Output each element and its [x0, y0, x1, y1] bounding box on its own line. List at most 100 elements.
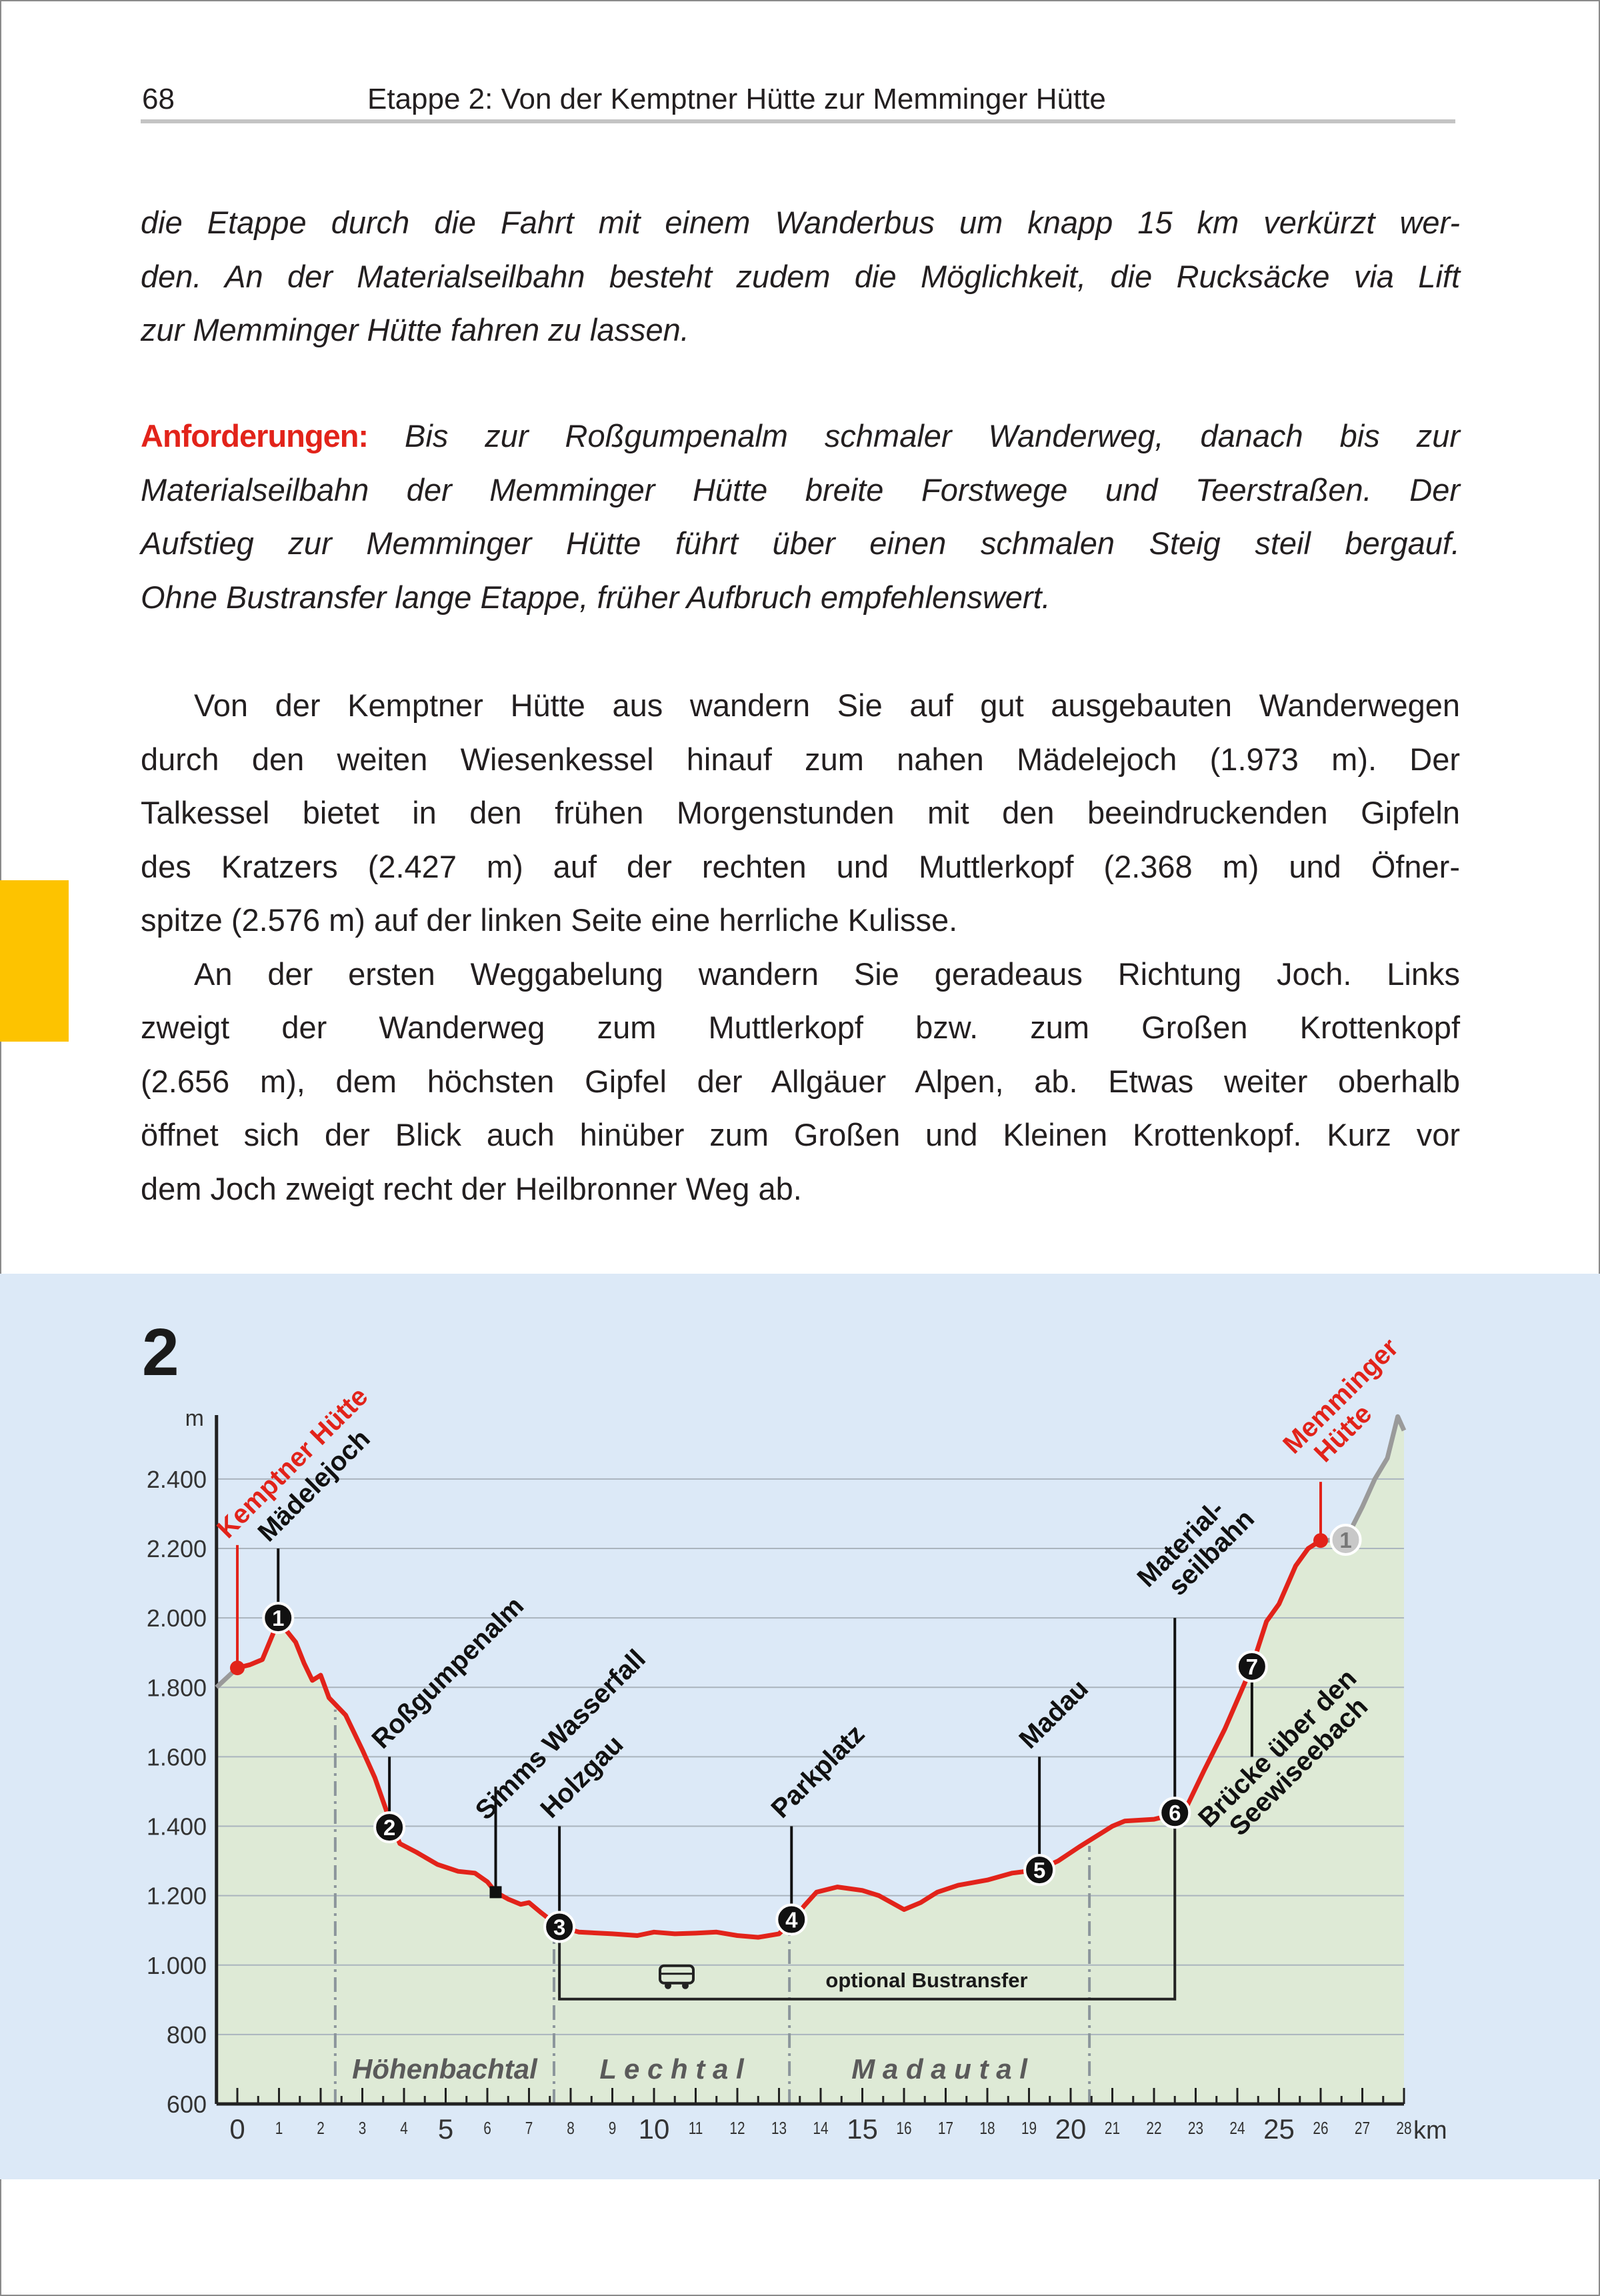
- waypoint-marker: [373, 1811, 406, 1844]
- x-tick-label: 21: [1105, 2119, 1120, 2138]
- y-tick-label: 2.000: [147, 1604, 207, 1632]
- y-tick-label: 600: [167, 2091, 207, 2118]
- profile-line-route: [237, 1538, 1322, 1940]
- waypoint-label-line: Roßgumpenalm: [366, 1591, 529, 1755]
- x-axis-unit: km: [1413, 2117, 1447, 2145]
- waypoint-dot: [1313, 1533, 1328, 1548]
- intro-paragraph: die Etappe durch die Fahrt mit einem Wan…: [141, 196, 1460, 357]
- y-tick-label: 2.200: [147, 1535, 207, 1562]
- valley-label: M a d a u t a l: [851, 2053, 1028, 2085]
- text-line: zweigt der Wanderweg zum Muttlerkopf bzw…: [141, 1001, 1460, 1055]
- x-tick-label: 11: [689, 2119, 703, 2138]
- y-tick-label: 1.400: [147, 1813, 207, 1841]
- waypoint-marker: [543, 1911, 576, 1943]
- x-tick-label: 15: [847, 2113, 878, 2145]
- x-tick-label: 1: [275, 2119, 283, 2138]
- x-tick-label: 8: [567, 2119, 575, 2138]
- text-line: Anforderungen: Bis zur Roßgumpenalm schm…: [141, 409, 1460, 463]
- y-tick-label: 1.200: [147, 1883, 207, 1910]
- header-rule: [141, 119, 1455, 123]
- x-tick-label: 7: [525, 2119, 533, 2138]
- waypoint-label: Madau: [1013, 1674, 1094, 1755]
- waypoint-number: 4: [785, 1908, 798, 1933]
- x-tick-label: 20: [1055, 2113, 1087, 2145]
- y-tick-label: 800: [167, 2021, 207, 2049]
- waypoint-marker: [775, 1903, 808, 1936]
- chapter-tab-marker: [0, 880, 69, 1042]
- running-title: Etappe 2: Von der Kemptner Hütte zur Mem…: [367, 83, 1106, 115]
- x-tick-label: 26: [1313, 2119, 1328, 2138]
- valley-label: Höhenbachtal: [352, 2053, 538, 2085]
- elevation-profile-chart: 600 800 1.000 1.200 1.400 1.600 1.800 2.000 2.20…: [142, 1315, 1447, 2145]
- text-line-content: Von der Kemptner Hütte aus wandern Sie a…: [194, 688, 1460, 723]
- text-line: spitze (2.576 m) auf der linken Seite ei…: [141, 894, 1460, 948]
- y-tick-label: 1.600: [147, 1743, 207, 1771]
- waypoint-marker: [1235, 1650, 1268, 1683]
- x-tick-label: 16: [896, 2119, 911, 2138]
- bus-transfer-line: [558, 1813, 1177, 2001]
- x-tick-label: 17: [938, 2119, 953, 2138]
- text-line-content: den. An der Materialseilbahn besteht zud…: [141, 258, 1460, 294]
- text-line: Talkessel bietet in den frühen Morgenstu…: [141, 786, 1460, 840]
- x-tick-label: 10: [639, 2113, 670, 2145]
- y-tick-label: 2.400: [147, 1466, 207, 1493]
- waypoint-label: Parkplatz: [766, 1719, 871, 1824]
- text-line: (2.656 m), dem höchsten Gipfel der Allgä…: [141, 1055, 1460, 1109]
- x-tick-label: 3: [359, 2119, 367, 2138]
- text-line: öffnet sich der Blick auch hinüber zum G…: [141, 1108, 1460, 1162]
- x-tick-label: 19: [1021, 2119, 1037, 2138]
- x-tick-label: 14: [813, 2119, 828, 2138]
- waypoint-marker: [1023, 1854, 1056, 1887]
- text-line: den. An der Materialseilbahn besteht zud…: [141, 250, 1460, 304]
- x-tick-label: 27: [1355, 2119, 1370, 2138]
- text-line-content: dem Joch zweigt recht der Heilbronner We…: [141, 1170, 802, 1206]
- text-line: zur Memminger Hütte fahren zu lassen.: [141, 303, 1460, 357]
- x-tick-label: 24: [1229, 2119, 1245, 2138]
- text-line-content: An der ersten Weggabelung wandern Sie ge…: [194, 956, 1460, 992]
- text-line-content: Bis zur Roßgumpenalm schmaler Wanderweg,…: [405, 418, 1460, 453]
- text-line-content: zweigt der Wanderweg zum Muttlerkopf bzw…: [141, 1010, 1460, 1045]
- waypoint-label-line: Parkplatz: [766, 1719, 871, 1824]
- x-tick-label: 0: [229, 2113, 245, 2145]
- x-tick-label: 6: [483, 2119, 491, 2138]
- x-tick-label: 2: [317, 2119, 325, 2138]
- waypoint-number: 3: [553, 1915, 565, 1939]
- valley-label: L e c h t a l: [599, 2053, 745, 2085]
- text-line: des Kratzers (2.427 m) auf der rechten u…: [141, 840, 1460, 894]
- text-line-content: (2.656 m), dem höchsten Gipfel der Allgä…: [141, 1063, 1460, 1099]
- text-line: durch den weiten Wiesenkessel hinauf zum…: [141, 733, 1460, 787]
- profile-area: [216, 1416, 1404, 2104]
- waypoint-label: Roßgumpenalm: [366, 1591, 529, 1755]
- x-tick-label: 4: [400, 2119, 408, 2138]
- text-line-content: die Etappe durch die Fahrt mit einem Wan…: [141, 205, 1460, 240]
- text-line-content: Materialseilbahn der Memminger Hütte bre…: [141, 471, 1460, 507]
- text-line: Materialseilbahn der Memminger Hütte bre…: [141, 463, 1460, 517]
- waypoint-number: 2: [383, 1815, 395, 1840]
- text-line-content: Ohne Bustransfer lange Etappe, früher Au…: [141, 579, 1051, 615]
- waypoint-number: 6: [1169, 1801, 1181, 1825]
- text-line-content: des Kratzers (2.427 m) auf der rechten u…: [141, 848, 1460, 884]
- requirements-label: Anforderungen:: [141, 418, 369, 453]
- x-tick-label: 13: [771, 2119, 787, 2138]
- text-line-content: Aufstieg zur Memminger Hütte führt über …: [141, 525, 1460, 561]
- x-tick-label: 23: [1188, 2119, 1203, 2138]
- waypoint-marker: [1159, 1797, 1191, 1829]
- text-line: An der ersten Weggabelung wandern Sie ge…: [141, 948, 1460, 1002]
- text-line: Aufstieg zur Memminger Hütte führt über …: [141, 517, 1460, 571]
- waypoint-marker: [262, 1602, 295, 1634]
- y-tick-label: 1.800: [147, 1674, 207, 1701]
- x-tick-label: 9: [609, 2119, 617, 2138]
- text-line-content: zur Memminger Hütte fahren zu lassen.: [141, 312, 689, 347]
- waypoint-square: [489, 1886, 502, 1899]
- x-tick-label: 25: [1263, 2113, 1295, 2145]
- text-line: dem Joch zweigt recht der Heilbronner We…: [141, 1162, 1460, 1216]
- text-line-content: spitze (2.576 m) auf der linken Seite ei…: [141, 902, 958, 938]
- waypoint-dot: [230, 1660, 245, 1676]
- waypoint-label-line: Madau: [1013, 1674, 1094, 1755]
- y-tick-label: 1.000: [147, 1952, 207, 1979]
- elevation-profile-panel: 600 800 1.000 1.200 1.400 1.600 1.800 2.000 2.20…: [0, 1274, 1600, 2179]
- bus-icon: [659, 1964, 695, 1989]
- x-tick-label: 5: [438, 2113, 453, 2145]
- x-tick-label: 22: [1146, 2119, 1161, 2138]
